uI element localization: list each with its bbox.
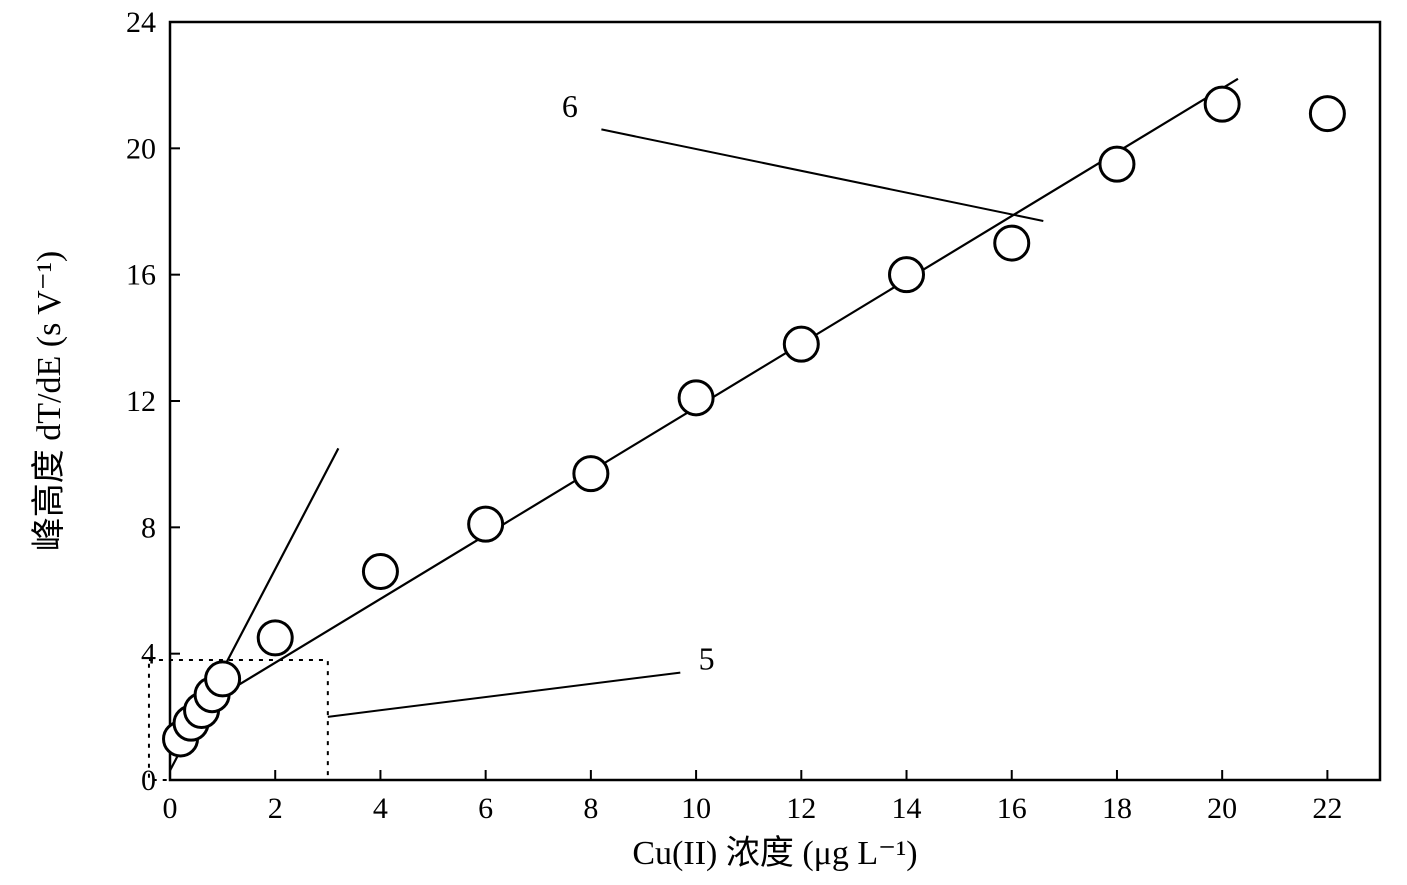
x-tick-label: 2 bbox=[268, 792, 283, 825]
data-point bbox=[1310, 97, 1344, 131]
plot-frame bbox=[170, 22, 1380, 780]
y-tick-label: 12 bbox=[126, 385, 156, 418]
data-point bbox=[258, 621, 292, 655]
data-point bbox=[1100, 147, 1134, 181]
y-tick-label: 24 bbox=[126, 6, 156, 39]
x-tick-label: 14 bbox=[892, 792, 922, 825]
chart-container: 024681012141618202204812162024Cu(II) 浓度 … bbox=[0, 0, 1407, 885]
x-tick-label: 18 bbox=[1102, 792, 1132, 825]
data-point bbox=[363, 555, 397, 589]
annotation-label: 6 bbox=[562, 88, 578, 124]
x-tick-label: 12 bbox=[786, 792, 816, 825]
x-tick-label: 6 bbox=[478, 792, 493, 825]
data-point bbox=[995, 226, 1029, 260]
y-tick-label: 8 bbox=[141, 511, 156, 544]
x-tick-label: 8 bbox=[583, 792, 598, 825]
x-tick-label: 20 bbox=[1207, 792, 1237, 825]
x-tick-label: 4 bbox=[373, 792, 388, 825]
data-point bbox=[1205, 87, 1239, 121]
fit-line-2 bbox=[202, 79, 1238, 708]
annotation-leader bbox=[328, 673, 680, 717]
y-tick-label: 20 bbox=[126, 132, 156, 165]
data-point bbox=[784, 327, 818, 361]
x-tick-label: 22 bbox=[1312, 792, 1342, 825]
x-tick-label: 10 bbox=[681, 792, 711, 825]
data-point bbox=[206, 662, 240, 696]
data-point bbox=[679, 381, 713, 415]
x-axis-label: Cu(II) 浓度 (μg L⁻¹) bbox=[632, 834, 917, 872]
annotation-label: 5 bbox=[699, 640, 715, 676]
y-tick-label: 16 bbox=[126, 259, 156, 292]
data-point bbox=[574, 457, 608, 491]
annotation-leader bbox=[601, 129, 1043, 221]
chart-svg: 024681012141618202204812162024Cu(II) 浓度 … bbox=[0, 0, 1407, 885]
y-axis-label: 峰高度 dT/dE (s V⁻¹) bbox=[30, 251, 68, 551]
data-point bbox=[469, 507, 503, 541]
x-tick-label: 0 bbox=[163, 792, 178, 825]
data-point bbox=[890, 258, 924, 292]
x-tick-label: 16 bbox=[997, 792, 1027, 825]
